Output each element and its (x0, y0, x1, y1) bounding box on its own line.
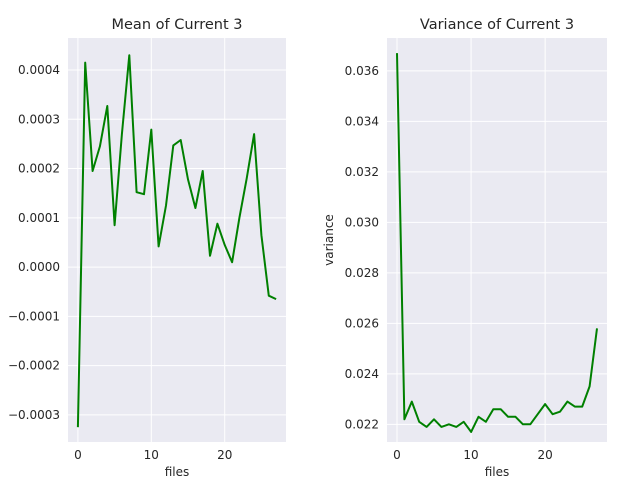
mean-plot-area (68, 38, 286, 442)
mean-y-tick-label: −0.0001 (8, 309, 60, 323)
variance-series-line (396, 53, 598, 433)
mean-x-tick-label: 20 (217, 448, 232, 462)
mean-y-tick-label: 0.0001 (18, 211, 60, 225)
mean-x-axis-label: files (165, 465, 190, 479)
mean-y-tick-label: 0.0003 (18, 112, 60, 126)
mean-x-tick-label: 10 (144, 448, 159, 462)
variance-x-tick-label: 20 (538, 448, 553, 462)
variance-x-axis-label: files (485, 465, 510, 479)
variance-y-tick-label: 0.022 (345, 417, 379, 431)
variance-chart-title: Variance of Current 3 (420, 17, 574, 33)
variance-y-tick-label: 0.024 (345, 367, 379, 381)
variance-y-tick-label: 0.028 (345, 266, 379, 280)
variance-y-tick-label: 0.034 (345, 114, 379, 128)
mean-y-tick-label: 0.0000 (18, 260, 60, 274)
mean-y-tick-label: −0.0002 (8, 359, 60, 373)
variance-x-tick-label: 0 (393, 448, 401, 462)
mean-chart-title: Mean of Current 3 (112, 17, 243, 33)
mean-series-line (76, 54, 277, 428)
variance-plot-area (387, 38, 607, 442)
variance-y-tick-label: 0.030 (345, 215, 379, 229)
mean-y-tick-label: −0.0003 (8, 408, 60, 422)
variance-chart: 0 10 20 0.022 0.024 0.026 0.028 0.030 0.032 0.034… (322, 17, 607, 479)
variance-y-tick-label: 0.026 (345, 316, 379, 330)
mean-chart: 0 10 20 −0.0003 −0.0002 −0.0001 0.0000 0.0001 0.… (8, 17, 286, 479)
variance-y-tick-label: 0.036 (345, 64, 379, 78)
variance-y-axis-label: variance (322, 214, 336, 266)
mean-x-tick-label: 0 (74, 448, 82, 462)
variance-x-tick-label: 10 (463, 448, 478, 462)
mean-y-tick-label: 0.0002 (18, 162, 60, 176)
mean-y-tick-label: 0.0004 (18, 63, 60, 77)
variance-y-tick-label: 0.032 (345, 165, 379, 179)
